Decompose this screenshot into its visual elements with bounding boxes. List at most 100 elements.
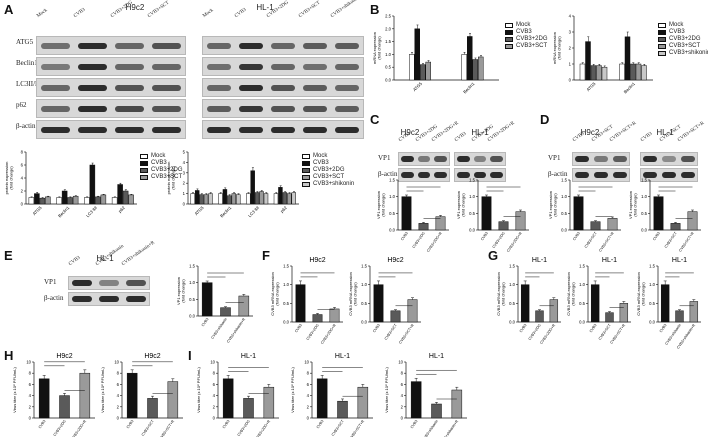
y-tick-label: 1.5 [189, 264, 195, 269]
y-tick-label: 0.5 [469, 211, 475, 216]
legend-label: Mock [669, 22, 684, 28]
x-tick-label: p62 [279, 205, 288, 214]
y-tick-label: 0 [117, 416, 120, 421]
blot-band [41, 63, 70, 70]
x-tick-label: CVB3+SCT+R [348, 419, 365, 437]
blot-lane-label: Mock [36, 8, 49, 19]
bar [208, 193, 213, 205]
blot-strip [202, 57, 364, 76]
x-tick-label: CVB3 [410, 419, 419, 429]
legend-item: CVB3+SCT [140, 174, 183, 181]
x-tick-label: Beclin1 [57, 205, 71, 219]
bar [590, 65, 597, 81]
blot-band [41, 84, 70, 91]
blot-title-hl1: HL-1 [256, 3, 274, 12]
bar [38, 378, 50, 419]
y-tick-label: 1.5 [283, 264, 289, 269]
x-tick-label: CVB3+SCT [584, 231, 598, 249]
bar [590, 221, 601, 231]
x-tick-label: ATG5 [194, 205, 206, 217]
bar [435, 216, 446, 231]
chart-a-hl1: protein expression (fold change) 0 1 2 3 4 5 ATG… [166, 150, 299, 218]
blot-row-label: p62 [16, 101, 27, 109]
y-tick-label: 0 [213, 416, 216, 421]
x-tick-label: CVB3+2DG+R [506, 231, 523, 253]
y-tick-label: 5 [183, 150, 186, 155]
blot-band [78, 84, 107, 91]
chart-title: HL-1 [335, 353, 350, 360]
legend-label: CVB3+SCT [669, 43, 701, 49]
blot-c-title-hl1: HL-1 [471, 128, 489, 137]
y-tick-label: 2 [401, 404, 404, 409]
y-axis-label: (fold change) [553, 193, 558, 217]
blot-row-label: β-actin [16, 122, 36, 130]
blot-band [302, 84, 328, 91]
y-tick-label: 10 [304, 360, 309, 365]
bar [238, 295, 250, 317]
blot-strip [398, 168, 450, 182]
blot-e-title-hl1: HL-1 [96, 254, 114, 263]
blot-band [680, 172, 695, 178]
legend-label: CVB3+shikonin [313, 181, 355, 187]
blot-band [78, 105, 107, 112]
x-tick-label: CVB3+shikonin [421, 419, 438, 437]
bar [498, 221, 509, 231]
chart-title: HL-1 [672, 257, 687, 264]
bar [295, 284, 306, 323]
bar [619, 303, 629, 323]
bar [39, 197, 46, 205]
x-tick-label: CVB3+SCT+R [158, 419, 175, 437]
y-axis-label: (fold change) [275, 282, 280, 306]
y-tick-label: 8 [29, 371, 32, 376]
blot-band [593, 156, 609, 162]
blot-band [612, 172, 627, 178]
legend-label: CVB3+SCT [313, 174, 345, 180]
blot-d-title-hl1: HL-1 [656, 128, 674, 137]
bar [263, 193, 269, 205]
legend-label: CVB3+shikonin [669, 50, 708, 56]
blot-band [270, 63, 296, 70]
bar [278, 187, 283, 205]
blot-strip [202, 36, 364, 55]
blot-row-label: VP1 [378, 154, 391, 162]
bar [515, 211, 526, 231]
x-tick-label: CVB3 [222, 419, 231, 429]
y-tick-label: 0.0 [469, 228, 475, 233]
blot-row-label: β-actin [378, 170, 398, 178]
bar [59, 395, 70, 419]
bar [590, 284, 600, 323]
legend-swatch [658, 44, 666, 49]
y-tick-label: 1.0 [649, 282, 655, 287]
y-tick-label: 0.0 [579, 320, 585, 325]
panel-letter-f: F [262, 248, 270, 263]
x-tick-label: CVB3+shikonin [210, 317, 227, 340]
y-tick-label: 1.5 [649, 264, 655, 269]
y-tick-label: 6 [29, 382, 32, 387]
x-tick-label: CVB3+SCT+R [398, 323, 415, 345]
y-axis-label: (fold change) [381, 193, 386, 217]
blot-row-label: VP1 [44, 278, 57, 286]
x-tick-label: CVB3+SCT [598, 323, 612, 341]
x-tick-label: CVB3 [589, 323, 598, 333]
bar [641, 65, 647, 81]
blot-band [206, 84, 232, 91]
y-axis-label: (fold change) [641, 282, 646, 306]
legend-b-right: Mock CVB3 CVB3+2DG CVB3+SCT CVB3+shikonin [658, 22, 708, 57]
bar [199, 194, 204, 205]
bar [535, 310, 544, 323]
x-tick-label: CVB3 [38, 419, 47, 429]
y-tick-label: 4 [117, 393, 120, 398]
y-axis-label: Virus titer (x 10⁸ PFU/mL) [196, 367, 201, 413]
panel-letter-g: G [488, 248, 499, 263]
blot-band [206, 63, 232, 70]
y-tick-label: 1 [183, 191, 186, 196]
y-tick-label: 4 [213, 393, 216, 398]
blot-strip [36, 36, 186, 55]
bar [89, 164, 96, 205]
x-tick-label: CVB3+shikonin+R [226, 317, 246, 344]
legend-swatch [658, 37, 666, 42]
blot-band [401, 156, 414, 162]
blot-band [41, 42, 70, 49]
y-tick-label: 6 [213, 382, 216, 387]
blot-band [115, 126, 144, 133]
